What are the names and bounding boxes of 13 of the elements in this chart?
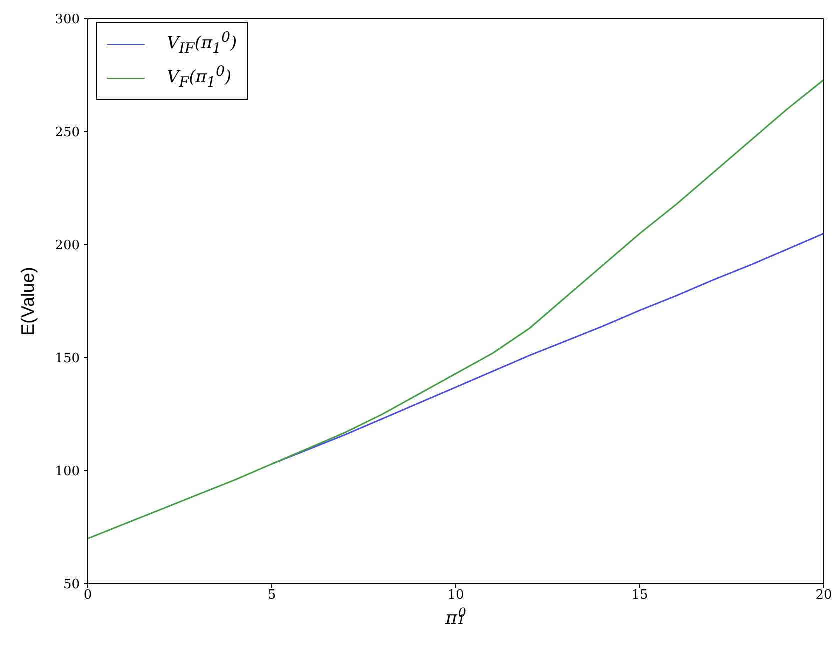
y-tick-label: 100 bbox=[55, 464, 80, 480]
legend-label: V$_{IF}$(π$_{1}$$^{0}$) bbox=[167, 30, 238, 58]
y-tick-label: 300 bbox=[55, 12, 80, 28]
x-tick-label: 10 bbox=[448, 588, 464, 604]
x-tick-label: 0 bbox=[84, 588, 92, 604]
y-tick-label: 250 bbox=[55, 126, 80, 141]
y-tick-label: 50 bbox=[63, 578, 80, 593]
x-tick-label: 5 bbox=[268, 588, 276, 604]
y-axis-title: E(Value) bbox=[18, 267, 38, 336]
legend-label: V$_{F}$(π$_{1}$$^{0}$) bbox=[167, 64, 232, 92]
y-tick-label: 200 bbox=[55, 238, 80, 254]
y-tick-label: 150 bbox=[55, 352, 80, 367]
x-tick-label: 15 bbox=[632, 588, 648, 604]
